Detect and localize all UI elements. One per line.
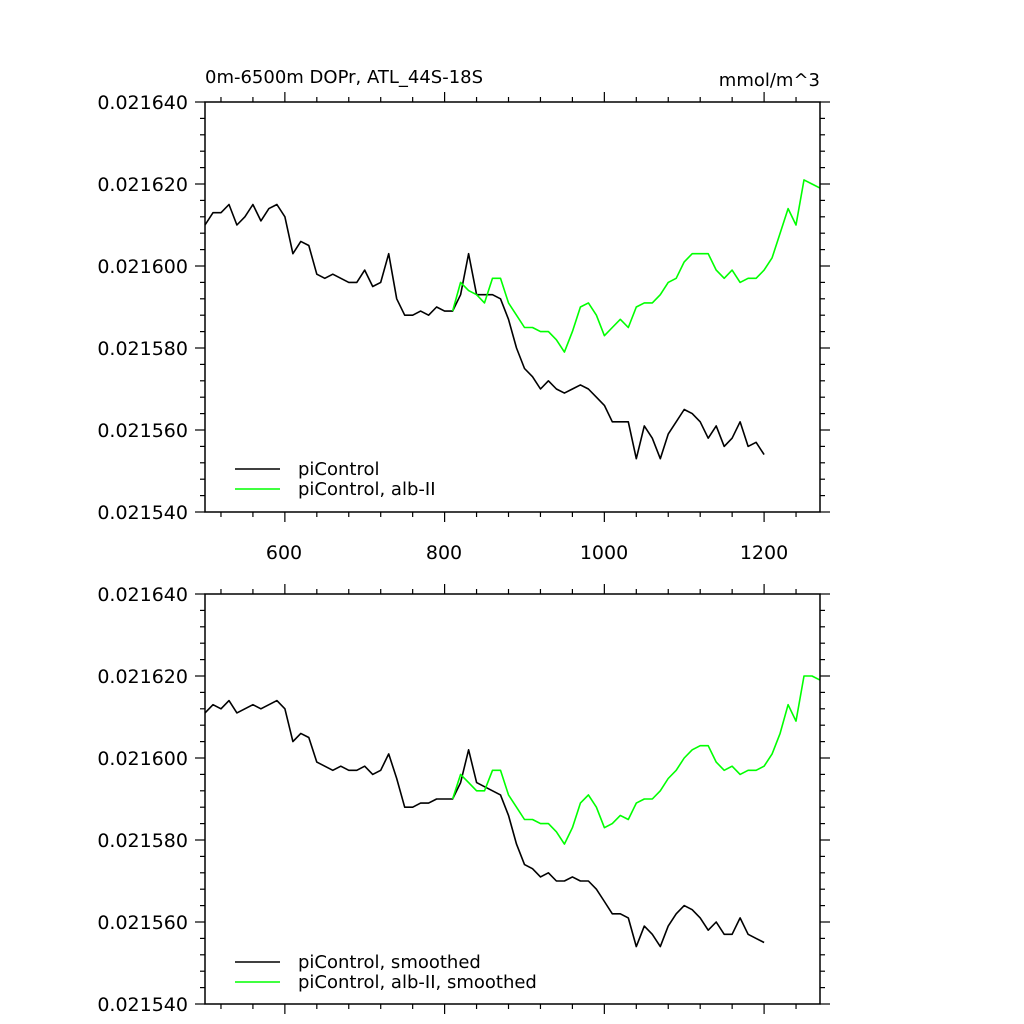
series-line-picontrol-alb-ii — [451, 179, 821, 353]
plot-frame — [204, 593, 821, 1005]
series-line-picontrol — [204, 203, 765, 460]
chart-bottom: 0.021640 0.021620 0.021600 0.021580 0.02… — [97, 584, 830, 1016]
series-line-picontrol-alb-ii-smoothed — [451, 675, 821, 845]
legend: piControl, smoothed piControl, alb-II, s… — [235, 952, 537, 993]
legend-label: piControl — [298, 459, 380, 480]
legend-label: piControl, alb-II — [298, 479, 436, 500]
y-tick-label: 0.021620 — [97, 174, 188, 196]
gridlines-and-ticks — [195, 584, 830, 1014]
y-tick-label: 0.021640 — [97, 92, 188, 114]
y-tick-label: 0.021580 — [97, 830, 188, 852]
x-tick-label: 1000 — [580, 542, 628, 564]
x-tick-label: 1200 — [740, 542, 788, 564]
y-tick-label: 0.021540 — [97, 994, 188, 1016]
y-tick-label: 0.021580 — [97, 338, 188, 360]
y-tick-label: 0.021600 — [97, 748, 188, 770]
x-tick-label: 600 — [266, 542, 302, 564]
x-tick-labels: 600 800 1000 1200 — [266, 542, 788, 564]
y-tick-label: 0.021540 — [97, 502, 188, 524]
y-tick-label: 0.021600 — [97, 256, 188, 278]
y-tick-label: 0.021560 — [97, 912, 188, 934]
legend-label: piControl, alb-II, smoothed — [298, 972, 537, 993]
x-tick-label: 800 — [426, 542, 462, 564]
chart-top: 0m-6500m DOPr, ATL_44S-18S mmol/m^3 0.02… — [97, 67, 830, 564]
series-line-picontrol-smoothed — [204, 699, 765, 948]
y-tick-label: 0.021640 — [97, 584, 188, 606]
plot-frame — [204, 101, 821, 513]
y-tick-label: 0.021620 — [97, 666, 188, 688]
y-tick-labels: 0.021640 0.021620 0.021600 0.021580 0.02… — [97, 584, 188, 1016]
legend: piControl piControl, alb-II — [235, 459, 436, 500]
y-tick-labels: 0.021640 0.021620 0.021600 0.021580 0.02… — [97, 92, 188, 524]
plot-series — [204, 675, 821, 948]
chart-units: mmol/m^3 — [719, 70, 820, 91]
plot-series — [204, 179, 821, 460]
legend-label: piControl, smoothed — [298, 952, 481, 973]
y-tick-label: 0.021560 — [97, 420, 188, 442]
chart-title: 0m-6500m DOPr, ATL_44S-18S — [205, 67, 483, 88]
gridlines-and-ticks — [195, 92, 830, 522]
